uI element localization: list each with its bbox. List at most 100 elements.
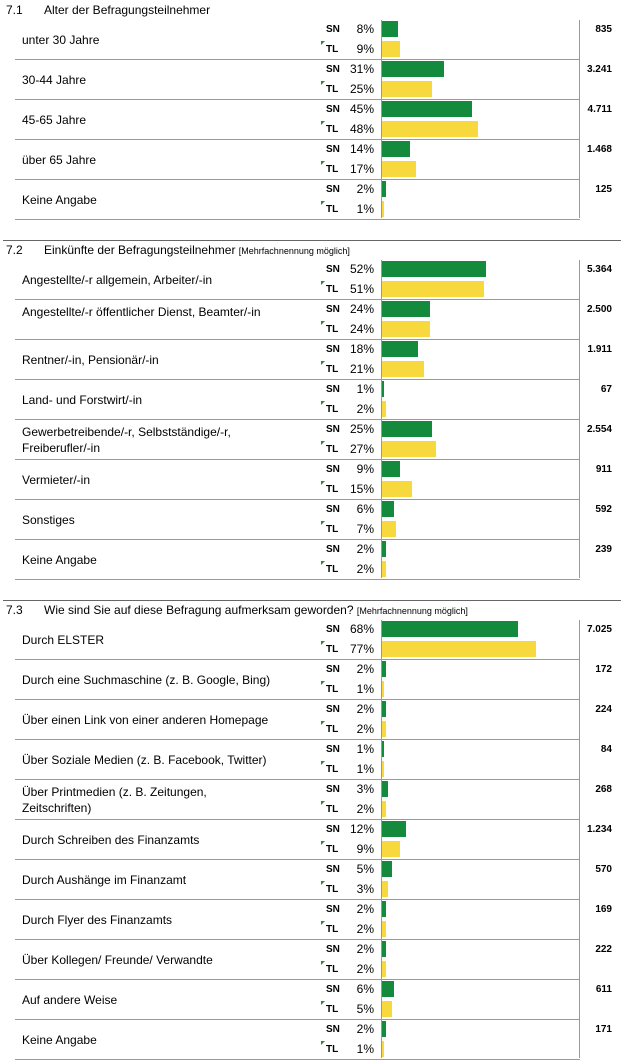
row-label: Keine Angabe: [22, 193, 97, 207]
row-separator: [15, 139, 580, 140]
row-count: 171: [595, 1024, 612, 1035]
series-label-tl: TL: [326, 684, 339, 695]
table-row: 30-44 Jahre SN TL 31% 25% 3.241: [0, 60, 621, 100]
row-separator: [15, 739, 580, 740]
series-label-tl: TL: [326, 124, 339, 135]
bar-tl: [382, 641, 536, 657]
marker-triangle-icon: [321, 921, 325, 925]
series-label-tl: TL: [326, 204, 339, 215]
row-label: Durch eine Suchmaschine (z. B. Google, B…: [22, 673, 271, 687]
row-count: 67: [600, 384, 612, 395]
bar-tl: [382, 1001, 392, 1017]
count-column-line: [579, 620, 580, 1058]
bar-sn: [382, 301, 430, 317]
series-label-sn: SN: [326, 664, 340, 675]
value-label-sn: 6%: [356, 502, 374, 516]
value-label-tl: 21%: [349, 362, 374, 376]
row-count: 570: [595, 864, 612, 875]
row-separator: [15, 859, 580, 860]
section-header: 7.2 Einkünfte der Befragungsteilnehmer [M…: [0, 240, 621, 260]
table-row: Durch eine Suchmaschine (z. B. Google, B…: [0, 660, 621, 700]
marker-triangle-icon: [321, 361, 325, 365]
row-count: 268: [595, 784, 612, 795]
value-label-sn: 2%: [356, 902, 374, 916]
value-label-sn: 25%: [349, 422, 374, 436]
bar-sn: [382, 61, 444, 77]
row-label: Keine Angabe: [22, 553, 97, 567]
row-label: unter 30 Jahre: [22, 33, 100, 47]
section-number: 7.2: [6, 243, 23, 257]
value-label-tl: 3%: [356, 882, 374, 896]
section-note: [Mehrfachnennung möglich]: [356, 606, 468, 616]
series-label-tl: TL: [326, 404, 339, 415]
row-count: 2.500: [586, 304, 612, 315]
row-label: Angestellte/-r öffentlicher Dienst, Beam…: [22, 305, 261, 319]
row-label: Sonstiges: [22, 513, 75, 527]
row-separator: [15, 99, 580, 100]
row-label: Über einen Link von einer anderen Homepa…: [22, 713, 269, 727]
row-separator: [15, 499, 580, 500]
series-label-sn: SN: [326, 184, 340, 195]
bar-sn: [382, 621, 518, 637]
row-label: Über Kollegen/ Freunde/ Verwandte: [22, 953, 213, 967]
table-row: Sonstiges SN TL 6% 7% 592: [0, 500, 621, 540]
table-row: Durch Schreiben des Finanzamts SN TL 12% 9% 1…: [0, 820, 621, 860]
table-row: 45-65 Jahre SN TL 45% 48% 4.711: [0, 100, 621, 140]
series-label-sn: SN: [326, 384, 340, 395]
chart-section: 7.3 Wie sind Sie auf diese Befragung aufm…: [0, 600, 621, 1060]
marker-triangle-icon: [321, 161, 325, 165]
table-row: Auf andere Weise SN TL 6% 5% 611: [0, 980, 621, 1020]
row-count: 169: [595, 904, 612, 915]
table-row: über 65 Jahre SN TL 14% 17% 1.468: [0, 140, 621, 180]
series-label-sn: SN: [326, 704, 340, 715]
row-label: Durch ELSTER: [22, 633, 105, 647]
value-label-sn: 1%: [356, 382, 374, 396]
row-count: 222: [595, 944, 612, 955]
section-number: 7.3: [6, 603, 23, 617]
series-label-tl: TL: [326, 284, 339, 295]
row-count: 1.468: [586, 144, 612, 155]
value-label-sn: 52%: [349, 262, 374, 276]
marker-triangle-icon: [321, 441, 325, 445]
value-label-sn: 2%: [356, 942, 374, 956]
value-label-tl: 2%: [356, 922, 374, 936]
bar-tl: [382, 801, 386, 817]
table-row: Rentner/-in, Pensionär/-in SN TL 18% 21% 1.91…: [0, 340, 621, 380]
bar-tl: [382, 81, 432, 97]
bar-sn: [382, 1021, 386, 1037]
section-title-text: Wie sind Sie auf diese Befragung aufmerk…: [44, 603, 354, 617]
series-label-sn: SN: [326, 544, 340, 555]
bar-sn: [382, 261, 486, 277]
value-label-sn: 12%: [349, 822, 374, 836]
row-separator: [15, 59, 580, 60]
row-label: Vermieter/-in: [22, 473, 91, 487]
marker-triangle-icon: [321, 881, 325, 885]
series-label-tl: TL: [326, 524, 339, 535]
row-count: 84: [600, 744, 612, 755]
table-row: Keine Angabe SN TL 2% 2% 239: [0, 540, 621, 580]
value-label-tl: 1%: [356, 1042, 374, 1056]
section-header: 7.1 Alter der Befragungsteilnehmer: [0, 0, 621, 20]
axis-line: [381, 20, 382, 218]
bar-sn: [382, 421, 432, 437]
bar-sn: [382, 821, 406, 837]
value-label-sn: 2%: [356, 662, 374, 676]
series-label-tl: TL: [326, 364, 339, 375]
bar-tl: [382, 481, 412, 497]
bar-tl: [382, 921, 386, 937]
value-label-sn: 3%: [356, 782, 374, 796]
series-label-sn: SN: [326, 64, 340, 75]
marker-triangle-icon: [321, 201, 325, 205]
row-count: 2.554: [586, 424, 612, 435]
series-label-sn: SN: [326, 904, 340, 915]
bar-tl: [382, 121, 478, 137]
series-label-sn: SN: [326, 944, 340, 955]
table-row: Keine Angabe SN TL 2% 1% 125: [0, 180, 621, 220]
table-row: Über Printmedien (z. B. Zeitungen, Zeits…: [0, 780, 621, 820]
value-label-tl: 1%: [356, 762, 374, 776]
marker-triangle-icon: [321, 401, 325, 405]
row-separator: [15, 179, 580, 180]
table-row: Vermieter/-in SN TL 9% 15% 911: [0, 460, 621, 500]
marker-triangle-icon: [321, 801, 325, 805]
section-number: 7.1: [6, 3, 23, 17]
